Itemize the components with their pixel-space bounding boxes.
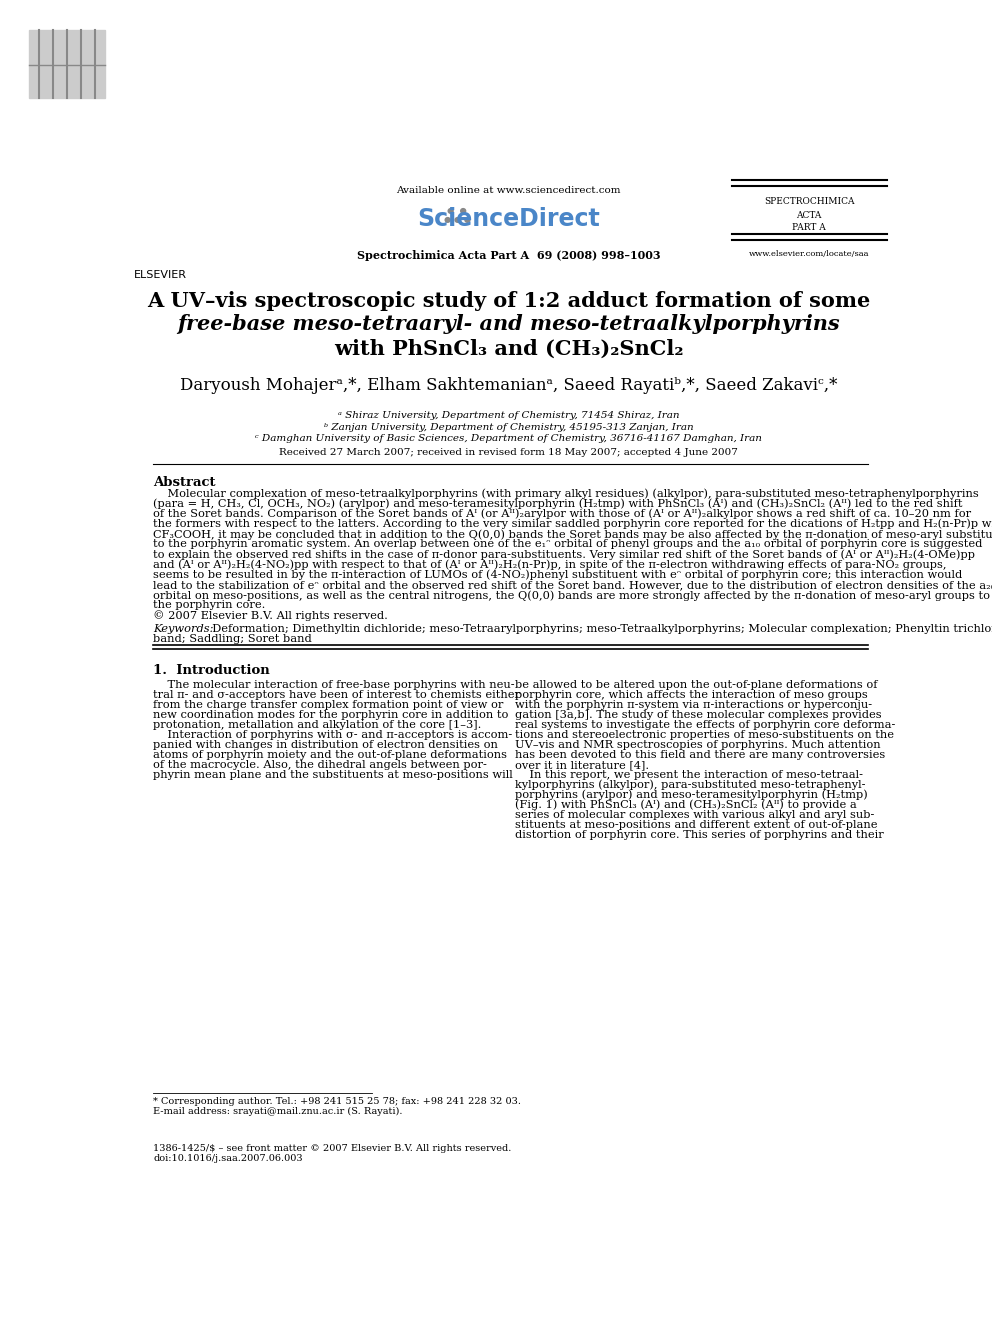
Text: © 2007 Elsevier B.V. All rights reserved.: © 2007 Elsevier B.V. All rights reserved… bbox=[154, 610, 388, 620]
Text: kylporphyrins (alkylpor), para-substituted meso-tetraphenyl-: kylporphyrins (alkylpor), para-substitut… bbox=[515, 779, 865, 790]
Text: UV–vis and NMR spectroscopies of porphyrins. Much attention: UV–vis and NMR spectroscopies of porphyr… bbox=[515, 740, 880, 750]
Text: porphyrin core, which affects the interaction of meso groups: porphyrin core, which affects the intera… bbox=[515, 689, 867, 700]
Text: with the porphyrin π-system via π-interactions or hyperconju-: with the porphyrin π-system via π-intera… bbox=[515, 700, 872, 709]
Text: doi:10.1016/j.saa.2007.06.003: doi:10.1016/j.saa.2007.06.003 bbox=[154, 1155, 304, 1163]
Text: series of molecular complexes with various alkyl and aryl sub-: series of molecular complexes with vario… bbox=[515, 810, 874, 820]
Text: ScienceDirect: ScienceDirect bbox=[417, 206, 600, 230]
Text: of the macrocycle. Also, the dihedral angels between por-: of the macrocycle. Also, the dihedral an… bbox=[154, 759, 487, 770]
Text: In this report, we present the interaction of meso-tetraal-: In this report, we present the interacti… bbox=[515, 770, 863, 779]
Text: has been devoted to this field and there are many controversies: has been devoted to this field and there… bbox=[515, 750, 885, 759]
Text: * Corresponding author. Tel.: +98 241 515 25 78; fax: +98 241 228 32 03.: * Corresponding author. Tel.: +98 241 51… bbox=[154, 1097, 522, 1106]
Text: stituents at meso-positions and different extent of out-of-plane: stituents at meso-positions and differen… bbox=[515, 820, 877, 830]
Text: seems to be resulted in by the π-interaction of LUMOs of (4-NO₂)phenyl substitue: seems to be resulted in by the π-interac… bbox=[154, 570, 962, 581]
Bar bbox=[30, 29, 104, 98]
Text: tions and stereoelectronic properties of meso-substituents on the: tions and stereoelectronic properties of… bbox=[515, 730, 894, 740]
Text: www.elsevier.com/locate/saa: www.elsevier.com/locate/saa bbox=[749, 250, 869, 258]
Text: SPECTROCHIMICA: SPECTROCHIMICA bbox=[764, 197, 854, 206]
Text: gation [3a,b]. The study of these molecular complexes provides: gation [3a,b]. The study of these molecu… bbox=[515, 709, 881, 720]
Text: from the charge transfer complex formation point of view or: from the charge transfer complex formati… bbox=[154, 700, 504, 709]
Text: (para = H, CH₃, Cl, OCH₃, NO₂) (arylpor) and meso-teramesitylporphyrin (H₂tmp) w: (para = H, CH₃, Cl, OCH₃, NO₂) (arylpor)… bbox=[154, 499, 963, 509]
Text: tral π- and σ-acceptors have been of interest to chemists either: tral π- and σ-acceptors have been of int… bbox=[154, 689, 521, 700]
Text: Spectrochimica Acta Part A  69 (2008) 998–1003: Spectrochimica Acta Part A 69 (2008) 998… bbox=[356, 250, 661, 261]
Text: Keywords:: Keywords: bbox=[154, 623, 214, 634]
Text: free-base meso-tetraaryl- and meso-tetraalkylporphyrins: free-base meso-tetraaryl- and meso-tetra… bbox=[178, 315, 839, 335]
Text: Abstract: Abstract bbox=[154, 476, 216, 490]
Text: PART A: PART A bbox=[793, 222, 826, 232]
Text: real systems to investigate the effects of porphyrin core deforma-: real systems to investigate the effects … bbox=[515, 720, 895, 730]
Text: to explain the observed red shifts in the case of π-donor para-substituents. Ver: to explain the observed red shifts in th… bbox=[154, 549, 975, 560]
Text: distortion of porphyrin core. This series of porphyrins and their: distortion of porphyrin core. This serie… bbox=[515, 830, 883, 840]
Text: ᵇ Zanjan University, Department of Chemistry, 45195-313 Zanjan, Iran: ᵇ Zanjan University, Department of Chemi… bbox=[323, 423, 693, 431]
Text: over it in literature [4].: over it in literature [4]. bbox=[515, 759, 649, 770]
Text: lead to the stabilization of eᵔ orbital and the observed red shift of the Soret : lead to the stabilization of eᵔ orbital … bbox=[154, 579, 992, 590]
Text: and (Aᴵ or Aᴵᴵ)₂H₂(4-NO₂)pp with respect to that of (Aᴵ or Aᴵᴵ)₂H₂(n-Pr)p, in sp: and (Aᴵ or Aᴵᴵ)₂H₂(4-NO₂)pp with respect… bbox=[154, 560, 947, 570]
Text: phyrin mean plane and the substituents at meso-positions will: phyrin mean plane and the substituents a… bbox=[154, 770, 513, 779]
Text: ACTA: ACTA bbox=[797, 212, 821, 220]
Text: new coordination modes for the porphyrin core in addition to: new coordination modes for the porphyrin… bbox=[154, 709, 509, 720]
Text: A UV–vis spectroscopic study of 1:2 adduct formation of some: A UV–vis spectroscopic study of 1:2 addu… bbox=[147, 291, 870, 311]
Text: the formers with respect to the latters. According to the very similar saddled p: the formers with respect to the latters.… bbox=[154, 519, 992, 529]
Text: Molecular complexation of meso-tetraalkylporphyrins (with primary alkyl residues: Molecular complexation of meso-tetraalky… bbox=[154, 488, 979, 499]
Text: ●  ●
● ● ●: ● ● ● ● ● bbox=[443, 206, 471, 224]
Text: 1386-1425/$ – see front matter © 2007 Elsevier B.V. All rights reserved.: 1386-1425/$ – see front matter © 2007 El… bbox=[154, 1144, 512, 1154]
Text: atoms of porphyrin moiety and the out-of-plane deformations: atoms of porphyrin moiety and the out-of… bbox=[154, 750, 508, 759]
Text: (Fig. 1) with PhSnCl₃ (Aᴵ) and (CH₃)₂SnCl₂ (Aᴵᴵ) to provide a: (Fig. 1) with PhSnCl₃ (Aᴵ) and (CH₃)₂SnC… bbox=[515, 800, 856, 811]
Text: Received 27 March 2007; received in revised form 18 May 2007; accepted 4 June 20: Received 27 March 2007; received in revi… bbox=[279, 448, 738, 458]
Text: to the porphyrin aromatic system. An overlap between one of the e₁ᵔ orbital of p: to the porphyrin aromatic system. An ove… bbox=[154, 540, 983, 549]
Text: ᵃ Shiraz University, Department of Chemistry, 71454 Shiraz, Iran: ᵃ Shiraz University, Department of Chemi… bbox=[337, 411, 680, 421]
Text: porphyrins (arylpor) and meso-teramesitylporphyrin (H₂tmp): porphyrins (arylpor) and meso-teramesity… bbox=[515, 790, 867, 800]
Text: orbital on meso-positions, as well as the central nitrogens, the Q(0,0) bands ar: orbital on meso-positions, as well as th… bbox=[154, 590, 990, 601]
Text: panied with changes in distribution of electron densities on: panied with changes in distribution of e… bbox=[154, 740, 498, 750]
Text: band; Saddling; Soret band: band; Saddling; Soret band bbox=[154, 634, 312, 643]
Text: of the Soret bands. Comparison of the Soret bands of Aᴵ (or Aᴵᴵ)₂arylpor with th: of the Soret bands. Comparison of the So… bbox=[154, 508, 971, 519]
Text: Available online at www.sciencedirect.com: Available online at www.sciencedirect.co… bbox=[396, 185, 621, 194]
Text: with PhSnCl₃ and (CH₃)₂SnCl₂: with PhSnCl₃ and (CH₃)₂SnCl₂ bbox=[333, 339, 683, 359]
Text: protonation, metallation and alkylation of the core [1–3].: protonation, metallation and alkylation … bbox=[154, 720, 482, 730]
Text: the porphyrin core.: the porphyrin core. bbox=[154, 601, 266, 610]
Text: ELSEVIER: ELSEVIER bbox=[134, 270, 186, 280]
Text: be allowed to be altered upon the out-of-plane deformations of: be allowed to be altered upon the out-of… bbox=[515, 680, 877, 689]
Text: Daryoush Mohajerᵃ,*, Elham Sakhtemanianᵃ, Saeed Rayatiᵇ,*, Saeed Zakaviᶜ,*: Daryoush Mohajerᵃ,*, Elham Sakhtemanianᵃ… bbox=[180, 377, 837, 394]
Text: Deformation; Dimethyltin dichloride; meso-Tetraarylporphyrins; meso-Tetraalkylpo: Deformation; Dimethyltin dichloride; mes… bbox=[204, 623, 992, 634]
Text: E-mail address: srayati@mail.znu.ac.ir (S. Rayati).: E-mail address: srayati@mail.znu.ac.ir (… bbox=[154, 1106, 403, 1115]
Text: CF₃COOH, it may be concluded that in addition to the Q(0,0) bands the Soret band: CF₃COOH, it may be concluded that in add… bbox=[154, 529, 992, 540]
Text: Interaction of porphyrins with σ- and π-acceptors is accom-: Interaction of porphyrins with σ- and π-… bbox=[154, 730, 513, 740]
Text: ᶜ Damghan University of Basic Sciences, Department of Chemistry, 36716-41167 Dam: ᶜ Damghan University of Basic Sciences, … bbox=[255, 434, 762, 443]
Text: 1.  Introduction: 1. Introduction bbox=[154, 664, 270, 677]
Text: The molecular interaction of free-base porphyrins with neu-: The molecular interaction of free-base p… bbox=[154, 680, 515, 689]
